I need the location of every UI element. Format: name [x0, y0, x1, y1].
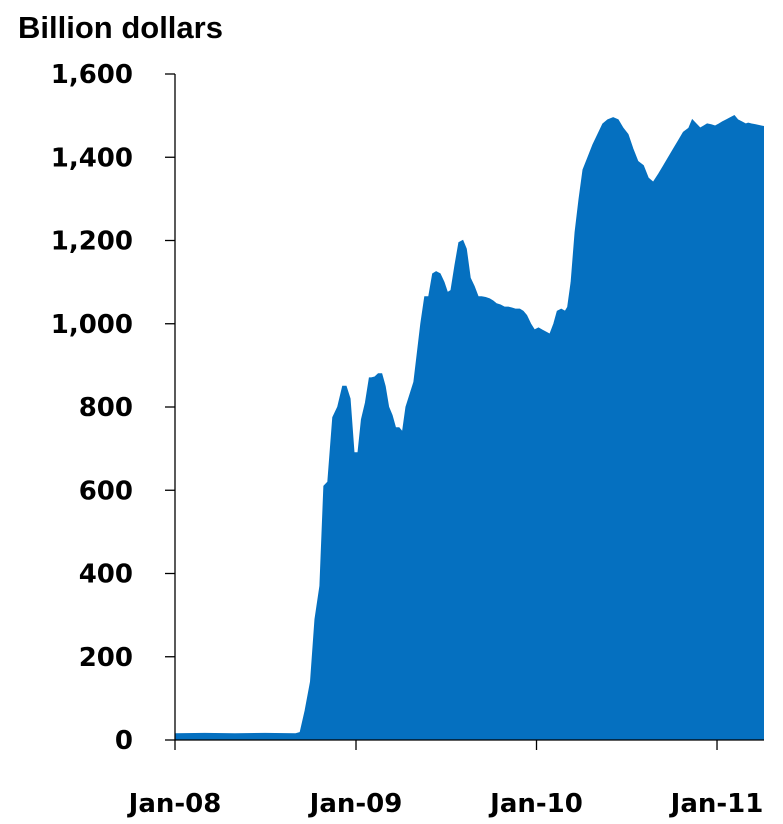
y-tick-label: 1,000	[51, 310, 133, 340]
x-tick-label: Jan-10	[488, 789, 583, 819]
area-layer	[175, 114, 764, 740]
y-tick-label: 1,400	[51, 143, 133, 173]
y-tick-label: 0	[115, 726, 133, 756]
y-tick-label: 1,200	[51, 227, 133, 257]
x-tick-label: Jan-11	[669, 789, 764, 819]
x-tick-layer: Jan-08 Jan-09 Jan-10 Jan-11	[127, 740, 764, 819]
area-series	[175, 114, 764, 740]
x-tick-label: Jan-08	[127, 789, 222, 819]
y-tick-label: 600	[79, 476, 133, 506]
y-tick-label: 1,600	[51, 60, 133, 90]
y-tick-label: 200	[79, 643, 133, 673]
x-tick-label: Jan-09	[308, 789, 403, 819]
y-tick-label: 400	[79, 560, 133, 590]
y-axis-unit-label: Billion dollars	[18, 10, 223, 45]
y-tick-layer: 0 200 400 600 800 1,000 1,200 1,400 1,600	[51, 60, 175, 756]
y-tick-label: 800	[79, 393, 133, 423]
